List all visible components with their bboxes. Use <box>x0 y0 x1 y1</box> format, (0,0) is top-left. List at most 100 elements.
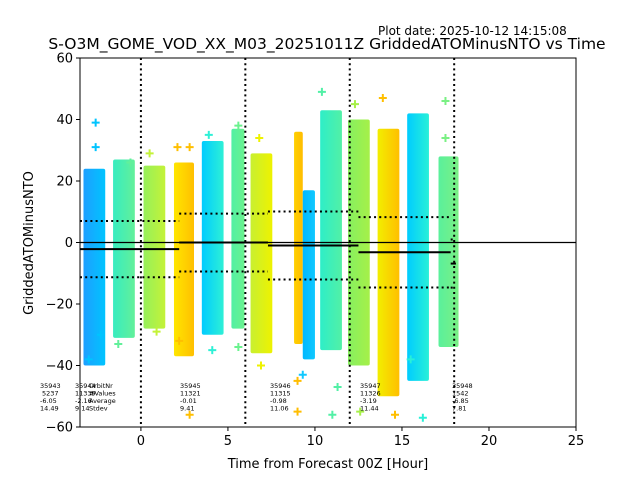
forecast-markers <box>139 58 456 427</box>
outlier-point <box>293 407 302 416</box>
outlier-point <box>356 407 365 416</box>
outlier-point <box>208 346 217 355</box>
outlier-point <box>91 118 100 127</box>
orbit-annotation-value: 35943 <box>40 382 61 390</box>
y-tick-label: −60 <box>46 421 73 436</box>
outlier-point <box>441 97 450 106</box>
orbit-annotation-value: 35946 <box>270 382 291 390</box>
outlier-point <box>293 376 302 385</box>
outlier-point <box>391 410 400 419</box>
data-strip <box>294 131 303 344</box>
orbit-annotation-value: 9.41 <box>180 405 194 413</box>
data-strip <box>302 190 315 360</box>
plot-area: 359435237-6.0514.493594411339-2.169.1435… <box>40 58 576 427</box>
outlier-point <box>298 370 307 379</box>
x-axis-label: Time from Forecast 00Z [Hour] <box>227 457 429 472</box>
orbit-annotation-value: 11321 <box>180 390 201 398</box>
annotation-row-label: #Values <box>89 390 116 398</box>
orbit-annotation-value: -6.85 <box>452 397 469 405</box>
y-tick-label: 20 <box>56 175 73 190</box>
y-axis-ticks: −60 −40 −20 0 20 40 60 <box>46 52 80 436</box>
outlier-point <box>145 149 154 158</box>
outlier-point <box>173 143 182 152</box>
orbit-annotation-value: 11326 <box>360 390 381 398</box>
orbit-annotation-value: -3.19 <box>360 397 377 405</box>
y-axis-label: GriddedATOMinusNTO <box>22 171 37 315</box>
outlier-point <box>418 413 427 422</box>
outlier-point <box>350 100 359 109</box>
orbit-annotation-value: 14.49 <box>40 405 59 413</box>
outlier-markers <box>84 87 450 422</box>
data-strip <box>407 113 429 381</box>
outlier-point <box>406 355 415 364</box>
orbit-annotation-value: 35947 <box>360 382 381 390</box>
annotation-row-label: Stdev <box>89 405 108 413</box>
orbit-annotation-value: 11.06 <box>270 405 289 413</box>
outlier-point <box>328 410 337 419</box>
chart-title: S-O3M_GOME_VOD_XX_M03_20251011Z GriddedA… <box>48 35 605 54</box>
data-strip <box>320 110 342 351</box>
plot-date: Plot date: 2025-10-12 14:15:08 <box>378 24 567 38</box>
x-axis-ticks: 0 5 10 15 20 25 <box>137 427 585 449</box>
orbit-annotation-value: -0.98 <box>270 397 287 405</box>
x-tick-label: 15 <box>394 434 411 449</box>
y-tick-label: 40 <box>56 113 73 128</box>
orbit-annotation-value: -2.16 <box>75 397 92 405</box>
data-strip <box>143 165 166 329</box>
orbit-annotation-value: 9.14 <box>75 405 89 413</box>
y-tick-label: −40 <box>46 359 73 374</box>
data-strip <box>83 168 106 366</box>
outlier-point <box>204 130 213 139</box>
outlier-point <box>234 121 243 130</box>
orbit-annotation-value: 11315 <box>270 390 291 398</box>
x-tick-label: 10 <box>307 434 324 449</box>
orbit-annotation-value: 1542 <box>452 390 469 398</box>
outlier-point <box>333 383 342 392</box>
orbit-annotation-value: 11339 <box>75 390 96 398</box>
outlier-point <box>96 330 105 339</box>
data-strip <box>201 141 224 335</box>
orbit-annotation-value: 11.44 <box>360 405 379 413</box>
orbit-annotation-value: 35945 <box>180 382 201 390</box>
orbit-annotation-value: 35944 <box>75 382 96 390</box>
orbit-annotation-value: 7.81 <box>452 405 466 413</box>
outlier-point <box>378 93 387 102</box>
x-tick-label: 0 <box>137 434 145 449</box>
data-strip <box>377 128 400 397</box>
outlier-point <box>317 87 326 96</box>
outlier-point <box>114 339 123 348</box>
x-tick-label: 5 <box>224 434 232 449</box>
x-tick-label: 20 <box>481 434 498 449</box>
outlier-point <box>441 133 450 142</box>
data-strips <box>83 110 459 397</box>
y-tick-label: 60 <box>56 52 73 67</box>
outlier-point <box>185 410 194 419</box>
outlier-point <box>234 343 243 352</box>
outlier-point <box>255 133 264 142</box>
annotation-row-label: Average <box>89 397 116 405</box>
outlier-point <box>185 143 194 152</box>
outlier-point <box>152 327 161 336</box>
outlier-point <box>84 355 93 364</box>
orbit-annotation-value: 35948 <box>452 382 473 390</box>
data-strip <box>231 128 245 329</box>
orbit-annotations: 359435237-6.0514.493594411339-2.169.1435… <box>40 382 473 413</box>
x-tick-label: 25 <box>568 434 585 449</box>
data-strip <box>173 162 194 357</box>
orbit-annotation-value: -0.01 <box>180 397 197 405</box>
orbit-annotation-value: 5237 <box>42 390 59 398</box>
outlier-point <box>175 336 184 345</box>
y-tick-label: −20 <box>46 298 73 313</box>
annotation-row-label: OrbitNr <box>89 382 113 390</box>
data-strip <box>250 153 273 354</box>
y-tick-label: 0 <box>65 236 73 251</box>
